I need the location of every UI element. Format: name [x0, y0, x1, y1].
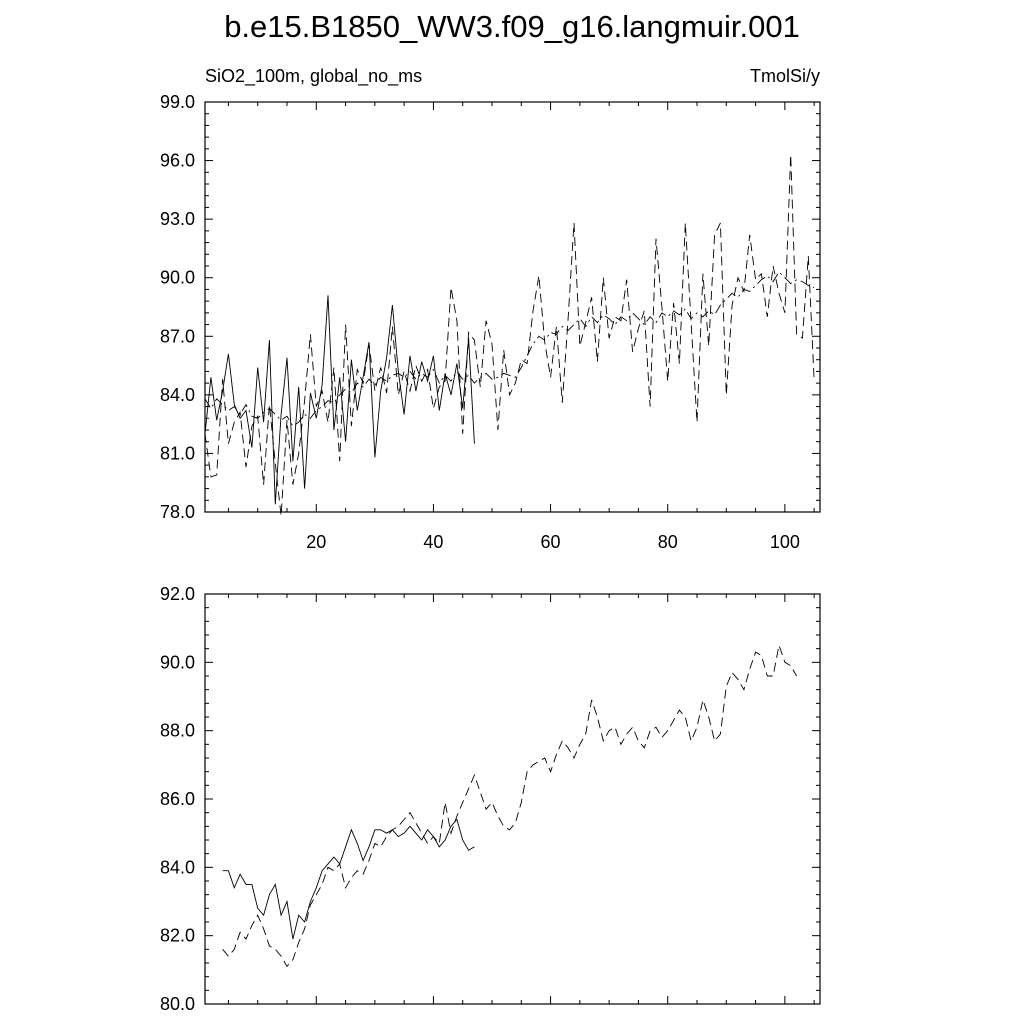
panel1-x-tick-label: 40	[423, 532, 443, 552]
panel1-y-tick-label: 99.0	[160, 92, 195, 112]
panel1-y-tick-label: 96.0	[160, 151, 195, 171]
figure-title: b.e15.B1850_WW3.f09_g16.langmuir.001	[224, 9, 800, 44]
panel1-y-tick-label: 81.0	[160, 443, 195, 463]
panel1-x-tick-label: 100	[770, 532, 800, 552]
panel2-y-tick-label: 90.0	[160, 652, 195, 672]
panel1-y-tick-label: 93.0	[160, 209, 195, 229]
panel2-y-tick-label: 92.0	[160, 584, 195, 604]
panel1-series-3-line	[204, 271, 815, 427]
panel1-y-tick-label: 78.0	[160, 502, 195, 522]
bottom-panel: 80.0 82.0 84.0 86.0 88.0 90.0 92.0	[160, 584, 821, 1014]
panel2-y-tick-label: 88.0	[160, 721, 195, 741]
top-panel-axes: 78.0 81.0 84.0 87.0 90.0 93.0 96.0 99.0 20 40 60 80…	[160, 92, 820, 552]
panel2-y-tick-label: 86.0	[160, 789, 195, 809]
panel1-y-tick-label: 90.0	[160, 268, 195, 288]
panel2-y-tick-label: 84.0	[160, 857, 195, 877]
panel1-x-tick-label: 80	[658, 532, 678, 552]
bottom-panel-series	[222, 643, 797, 968]
top-panel-frame	[204, 101, 821, 513]
bottom-panel-frame	[204, 593, 821, 1005]
panel2-series-2-line	[222, 643, 797, 968]
top-panel-right-label: TmolSi/y	[750, 66, 820, 86]
panel2-y-tick-label: 82.0	[160, 926, 195, 946]
panel1-series-2-line	[204, 154, 815, 516]
panel1-y-tick-label: 84.0	[160, 385, 195, 405]
panel1-y-tick-label: 87.0	[160, 326, 195, 346]
panel1-x-tick-label: 20	[306, 532, 326, 552]
top-panel: SiO2_100m, global_no_ms TmolSi/y 78.0 81.…	[160, 66, 821, 552]
panel2-series-1-line	[222, 818, 475, 940]
panel1-series-1-line	[204, 295, 475, 505]
panel1-x-tick-label: 60	[541, 532, 561, 552]
top-panel-series	[204, 154, 815, 516]
top-panel-left-label: SiO2_100m, global_no_ms	[205, 66, 422, 87]
bottom-panel-axes: 80.0 82.0 84.0 86.0 88.0 90.0 92.0	[160, 584, 820, 1014]
panel2-y-tick-label: 80.0	[160, 994, 195, 1014]
